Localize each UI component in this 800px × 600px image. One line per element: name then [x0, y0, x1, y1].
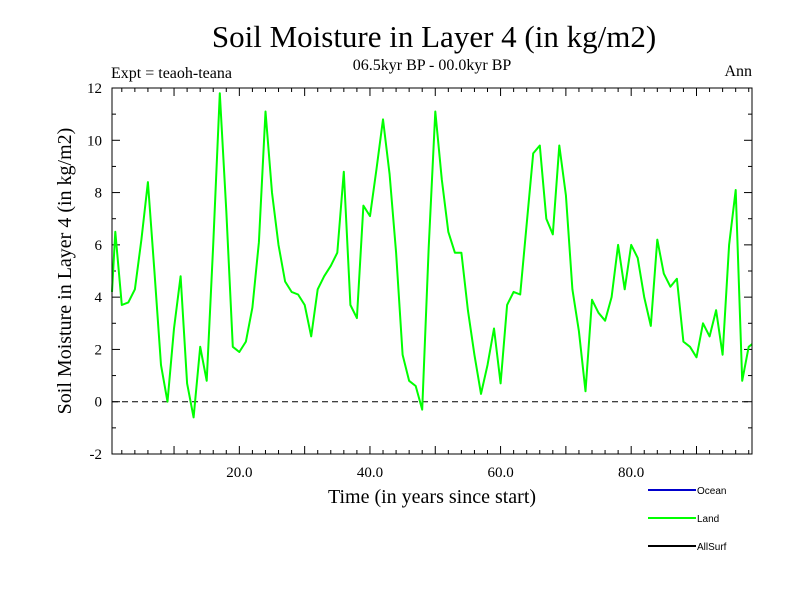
x-tick-label: 20.0	[226, 465, 252, 481]
plot-frame	[111, 87, 753, 455]
season-label: Ann	[724, 63, 752, 80]
y-tick-label: 2	[95, 342, 103, 358]
legend-label-ocean: Ocean	[697, 486, 726, 497]
y-tick-label: -2	[90, 447, 103, 463]
y-tick-label: 6	[95, 238, 103, 254]
y-tick-label: 12	[87, 81, 102, 97]
x-axis: 20.0 40.0 60.0 80.0	[121, 88, 750, 481]
y-tick-label: 10	[87, 133, 102, 149]
y-axis-label: Soil Moisture in Layer 4 (in kg/m2)	[54, 128, 76, 415]
series-group	[111, 92, 753, 419]
experiment-label: Expt = teaoh-teana	[111, 65, 232, 82]
chart-subtitle: 06.5kyr BP - 00.0kyr BP	[353, 57, 512, 74]
legend: Ocean Land AllSurf	[648, 486, 727, 553]
legend-label-land: Land	[697, 514, 719, 525]
y-tick-label: 4	[95, 290, 103, 306]
legend-label-allsurf: AllSurf	[697, 542, 727, 553]
chart-title: Soil Moisture in Layer 4 (in kg/m2)	[212, 19, 656, 54]
y-tick-label: 8	[95, 186, 103, 202]
x-tick-label: 80.0	[618, 465, 644, 481]
x-axis-label: Time (in years since start)	[328, 486, 536, 508]
series-line-land	[111, 92, 753, 419]
x-tick-label: 40.0	[357, 465, 383, 481]
y-tick-label: 0	[95, 395, 103, 411]
x-tick-label: 60.0	[487, 465, 513, 481]
